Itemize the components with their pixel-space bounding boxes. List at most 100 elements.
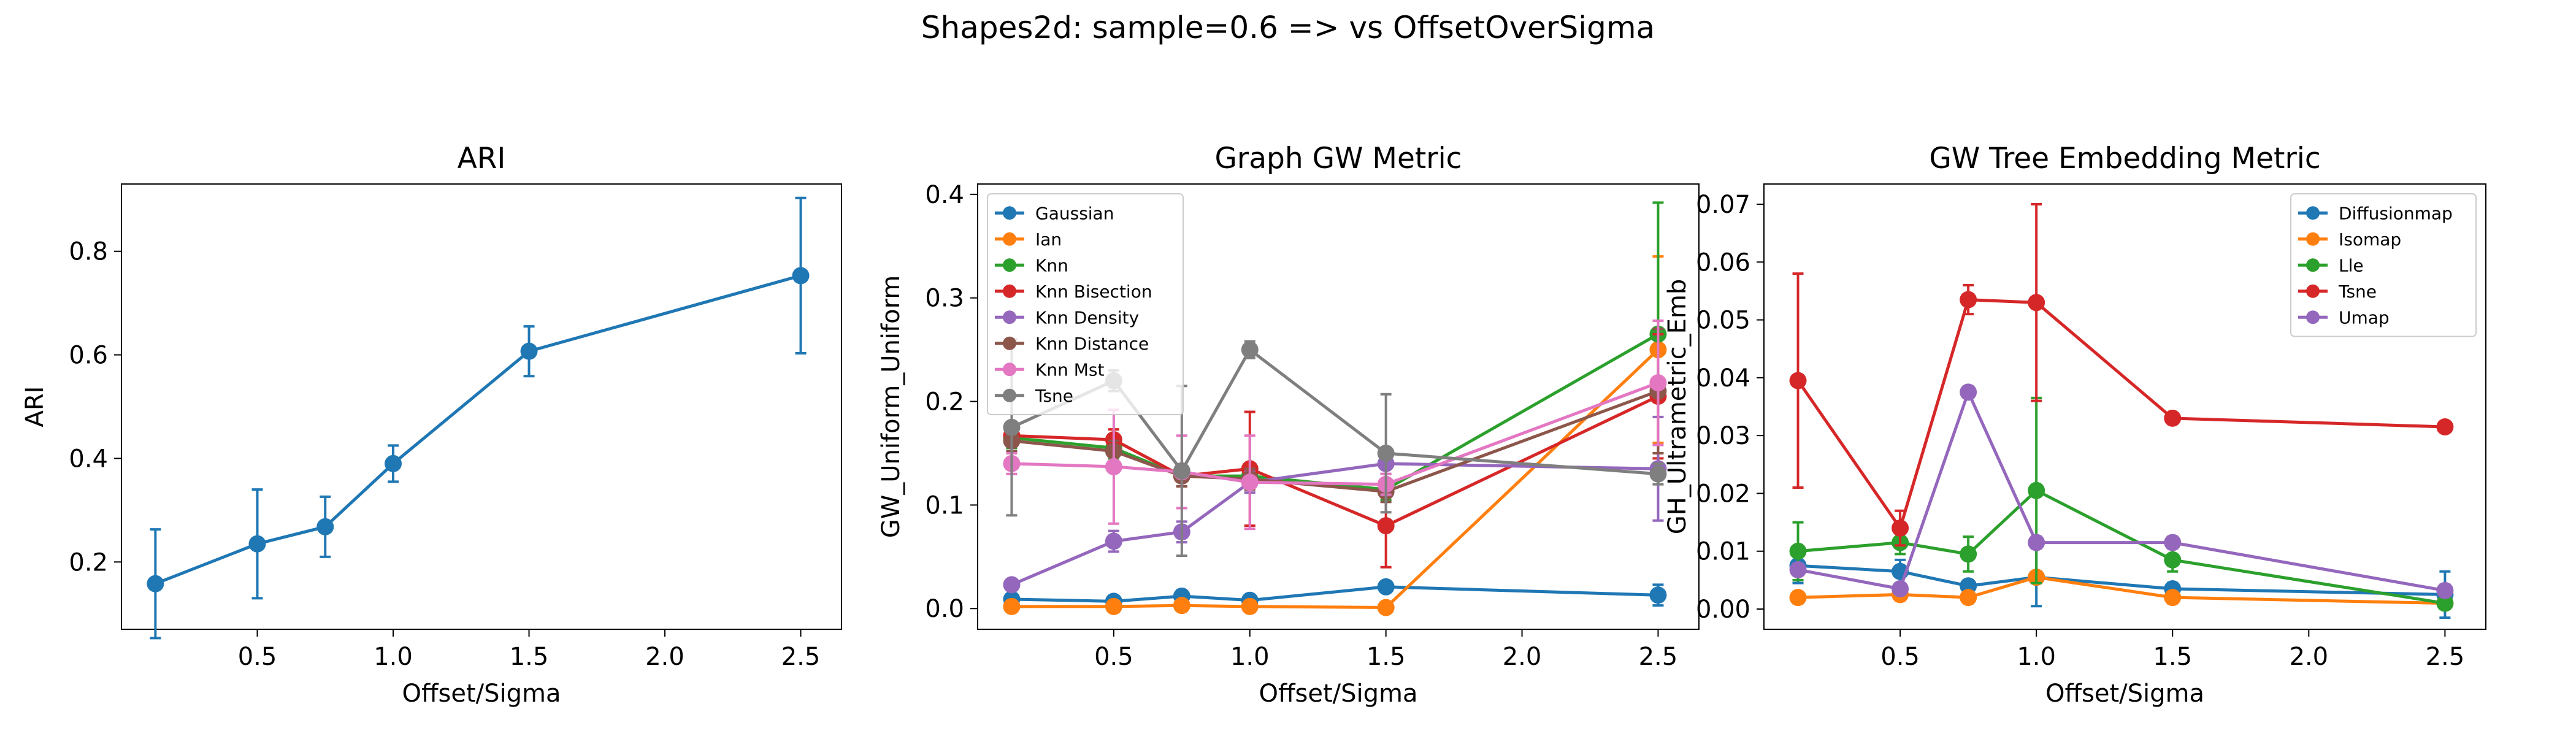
data-point	[1649, 374, 1667, 392]
data-series	[1789, 547, 2454, 619]
legend-frame	[2290, 193, 2477, 337]
data-point	[2028, 534, 2045, 551]
data-point	[2028, 294, 2045, 312]
series-line	[1011, 394, 1659, 527]
legend-swatch-marker	[1003, 362, 1016, 377]
x-axis-label: Offset/Sigma	[2045, 680, 2204, 708]
legend-label: Umap	[2339, 307, 2390, 328]
legend-label: Knn Mst	[1035, 359, 1105, 380]
y-tick-label: 0.07	[1696, 191, 1750, 219]
data-point	[1789, 589, 1807, 607]
y-tick-label: 0.2	[925, 388, 964, 416]
legend-item: Gaussian	[995, 203, 1114, 223]
x-tick-label: 1.5	[1367, 643, 1406, 671]
y-tick-label: 0.02	[1696, 480, 1750, 508]
series-line	[1011, 348, 1660, 609]
series-line	[1798, 564, 2445, 596]
legend-swatch-marker	[2306, 258, 2320, 272]
series-line	[155, 274, 802, 586]
y-tick-label: 0.05	[1696, 307, 1750, 335]
chart-title: GW Tree Embedding Metric	[1929, 142, 2320, 175]
data-point	[1003, 597, 1021, 615]
data-point	[1105, 597, 1122, 615]
data-point	[1789, 372, 1807, 389]
series-line	[1796, 298, 2445, 530]
x-tick-label: 1.5	[510, 643, 549, 671]
y-tick-label: 0.1	[925, 491, 964, 519]
legend-swatch-marker	[1003, 258, 1016, 272]
data-series	[1789, 383, 2454, 599]
legend-item: Knn Distance	[995, 334, 1149, 354]
data-point	[1377, 517, 1395, 535]
data-point	[2436, 581, 2454, 599]
data-point	[1960, 589, 1977, 607]
data-point	[1241, 341, 1259, 359]
y-tick-label: 0.00	[1696, 596, 1750, 624]
data-point	[2164, 589, 2182, 607]
y-tick-label: 0.4	[925, 181, 964, 209]
x-tick-label: 2.0	[2289, 643, 2328, 671]
x-tick-label: 1.0	[1230, 643, 1270, 671]
chart-title: Graph GW Metric	[1214, 142, 1462, 175]
y-tick-label: 0.03	[1696, 422, 1750, 450]
x-tick-label: 0.5	[1094, 643, 1133, 671]
data-point	[1789, 561, 1807, 578]
legend-item: Lle	[2298, 255, 2364, 275]
figure-suptitle: Shapes2d: sample=0.6 => vs OffsetOverSig…	[921, 10, 1655, 45]
legend-item: Isomap	[2298, 229, 2401, 250]
data-point	[1960, 545, 1977, 563]
legend-label: Diffusionmap	[2339, 203, 2453, 223]
data-point	[1003, 576, 1021, 594]
data-point	[1960, 291, 1977, 309]
data-point	[1377, 578, 1395, 596]
data-point	[1377, 444, 1395, 462]
x-tick-label: 1.0	[374, 643, 413, 671]
legend-swatch-marker	[1003, 284, 1016, 298]
legend-label: Knn	[1035, 255, 1068, 275]
data-point	[792, 267, 810, 285]
y-tick-label: 0.2	[69, 548, 108, 577]
y-axis-label: GW_Uniform_Uniform	[877, 275, 905, 539]
y-tick-label: 0.4	[69, 445, 108, 473]
legend-swatch-marker	[2306, 232, 2320, 246]
y-tick-label: 0.6	[69, 342, 108, 370]
legend-swatch-marker	[1003, 310, 1016, 324]
series-line	[1011, 585, 1658, 603]
data-point	[2164, 534, 2182, 551]
x-tick-label: 1.5	[2153, 643, 2192, 671]
series-line	[1011, 381, 1659, 486]
data-point	[2164, 551, 2182, 569]
chart-ari: ARI Offset/Sigma ARI 0.5 1.0 1.5 2.0 2.5 0.2 0…	[21, 142, 842, 708]
data-point	[520, 342, 538, 360]
legend-label: Knn Distance	[1035, 334, 1149, 354]
legend: Diffusionmap Isomap Lle Tsne Umap	[2290, 193, 2477, 337]
legend-swatch-marker	[1003, 388, 1016, 402]
chart-gw-tree-embedding-metric: GW Tree Embedding Metric Offset/Sigma GH…	[1663, 142, 2486, 708]
axes-frame	[977, 183, 1700, 630]
data-point	[316, 518, 334, 535]
series-line	[1798, 390, 2445, 592]
series-line	[1011, 462, 1658, 586]
legend-label: Gaussian	[1035, 203, 1114, 223]
data-point	[1892, 519, 1909, 537]
y-tick-label: 0.8	[69, 238, 108, 266]
x-tick-label: 2.0	[1503, 643, 1542, 671]
x-axis-label: Offset/Sigma	[402, 680, 561, 708]
data-series	[1789, 396, 2454, 612]
legend-frame	[987, 193, 1184, 415]
legend-label: Knn Bisection	[1035, 282, 1152, 302]
legend-label: Knn Density	[1035, 307, 1139, 328]
data-point	[248, 535, 266, 553]
y-tick-label: 0.0	[925, 595, 964, 623]
data-point	[1377, 599, 1395, 616]
data-point	[1649, 586, 1667, 604]
legend-item: Knn Density	[995, 307, 1139, 328]
legend-label: Tsne	[2338, 282, 2377, 302]
axes-frame	[121, 183, 842, 630]
data-point	[1003, 418, 1021, 436]
data-point	[2436, 594, 2454, 612]
y-tick-label: 0.01	[1696, 538, 1750, 566]
legend-label: Isomap	[2339, 229, 2401, 250]
legend-label: Ian	[1035, 229, 1062, 250]
